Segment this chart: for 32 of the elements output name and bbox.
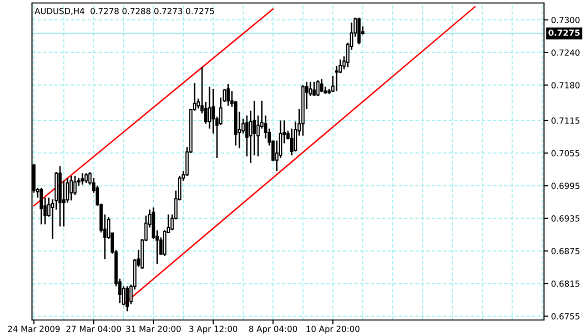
candlestick bbox=[320, 78, 324, 93]
candlestick bbox=[208, 86, 212, 130]
candlestick bbox=[312, 81, 316, 97]
candlestick bbox=[316, 80, 320, 97]
x-tick-label: 8 Apr 04:00 bbox=[249, 326, 298, 334]
candlestick bbox=[357, 16, 361, 46]
x-tick-label: 24 Mar 2009 bbox=[8, 326, 60, 332]
y-tick-label: 0.7300 bbox=[551, 16, 580, 24]
ref-line-label: 0.7275 bbox=[548, 30, 580, 36]
y-tick-label: 0.6875 bbox=[551, 248, 580, 254]
x-tick-label: 10 Apr 20:00 bbox=[306, 326, 360, 334]
y-tick-label: 0.7115 bbox=[551, 117, 580, 124]
x-tick-label: 3 Apr 12:00 bbox=[189, 326, 238, 334]
candlestick bbox=[226, 83, 230, 106]
x-tick-label: 31 Mar 20:00 bbox=[126, 326, 181, 332]
text: AUDUSD,H4 0.7278 0.7288 0.7273 0.7275 bbox=[34, 8, 214, 16]
candlestick bbox=[70, 175, 73, 202]
y-tick-label: 0.6935 bbox=[551, 215, 580, 222]
candlestick bbox=[40, 187, 44, 225]
y-tick-label: 0.6755 bbox=[551, 313, 580, 320]
y-tick-label: 0.6995 bbox=[551, 182, 580, 189]
y-tick-label: 0.7240 bbox=[551, 49, 580, 56]
y-tick-label: 0.7055 bbox=[551, 150, 580, 156]
y-tick-label: 0.7180 bbox=[551, 82, 580, 88]
candlestick bbox=[73, 175, 77, 196]
candlestick bbox=[84, 172, 88, 184]
candlestick bbox=[334, 65, 338, 92]
x-tick-label: 27 Mar 04:00 bbox=[66, 326, 121, 332]
candlestick bbox=[162, 230, 166, 257]
candlestick bbox=[126, 286, 129, 312]
candlestick bbox=[80, 172, 84, 186]
y-tick-label: 0.6815 bbox=[551, 280, 580, 287]
